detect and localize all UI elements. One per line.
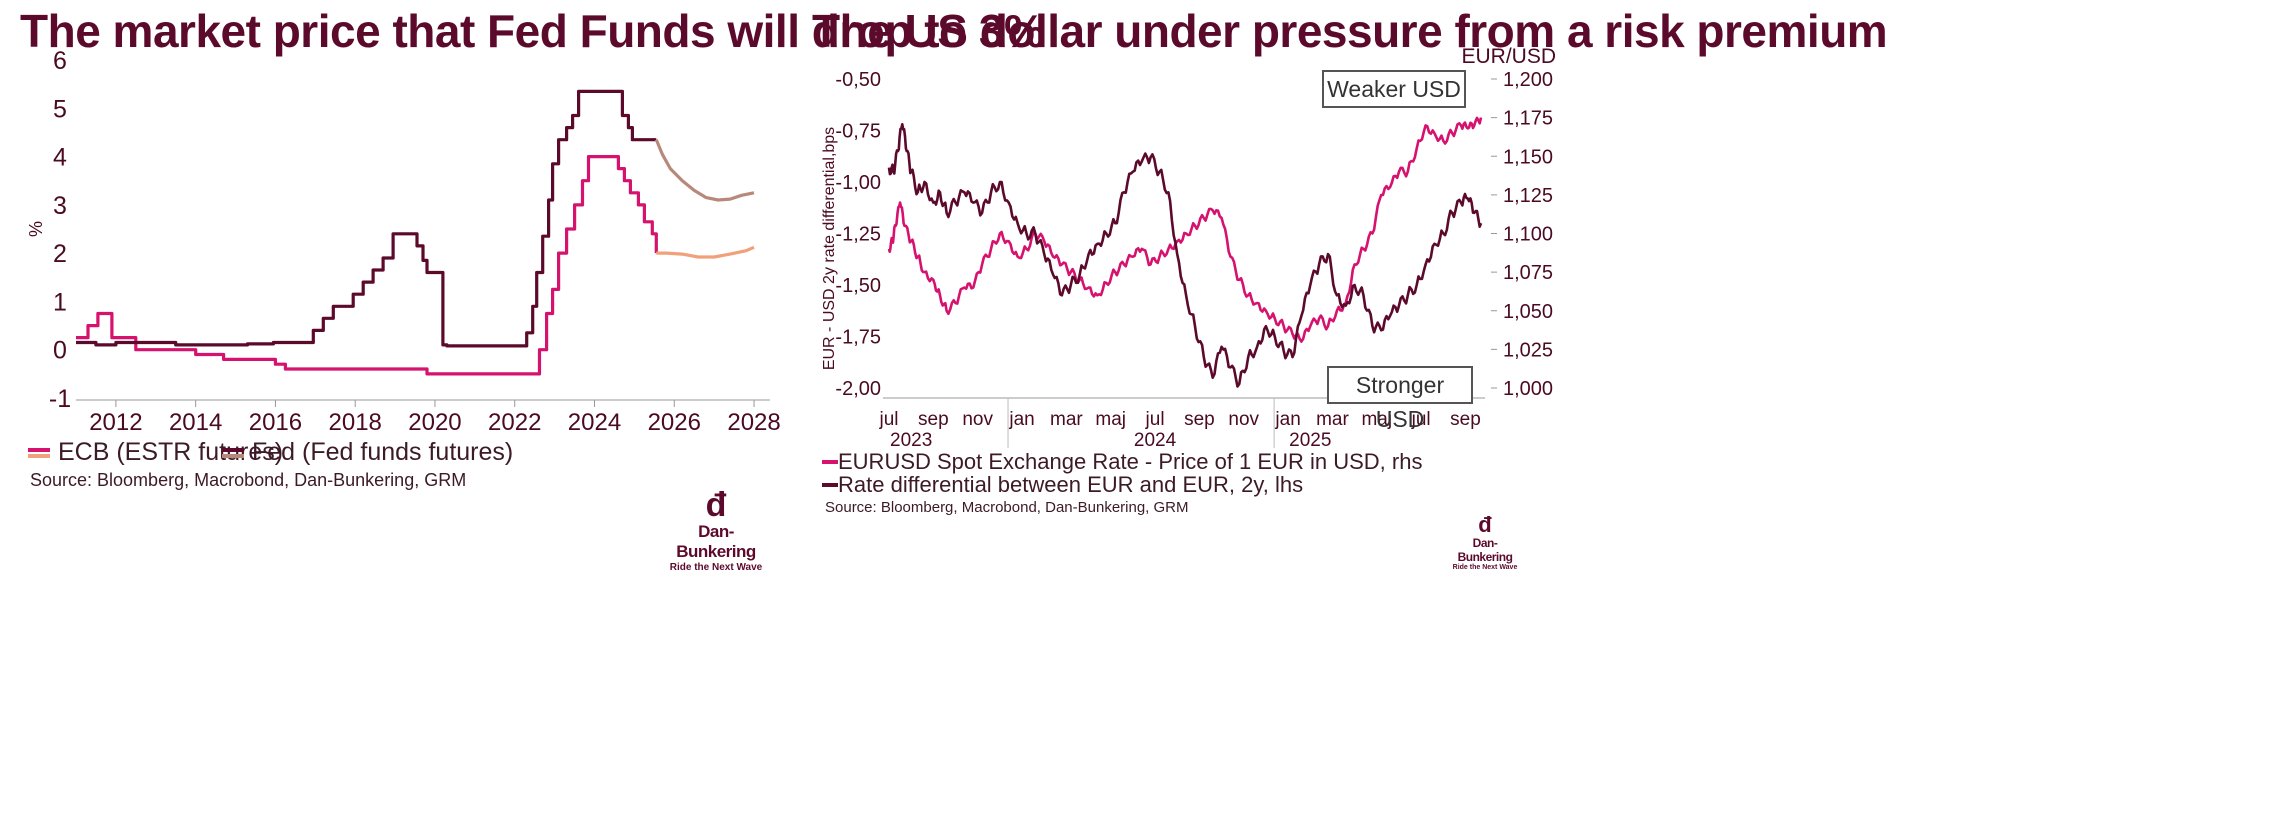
right-y-tick-label: 1,025	[1503, 339, 1553, 361]
logo-brand: Dan-Bunkering	[1457, 536, 1513, 564]
right-legend-eurusd: EURUSD Spot Exchange Rate - Price of 1 E…	[822, 449, 1422, 475]
x-tick-label: mar	[1316, 409, 1349, 430]
dan-bunkering-logo-right: đ Dan-Bunkering Ride the Next Wave	[1450, 512, 1520, 572]
x-tick-label: 2020	[408, 409, 461, 436]
x-tick-label: nov	[962, 409, 993, 430]
x-tick-label: 2016	[249, 409, 302, 436]
x-tick-label: 2024	[568, 409, 621, 436]
series-line-fed-fed-funds-futures-	[76, 89, 657, 348]
right-y-tick-label: 1,000	[1503, 378, 1553, 400]
right-y-axis-title: EUR/USD	[1461, 45, 1556, 68]
series-line-ecb-estr-futures-	[76, 155, 658, 376]
right-y-tick-label: 1,075	[1503, 262, 1553, 284]
y-axis-label: %	[26, 221, 46, 237]
x-tick-label: jul	[1145, 409, 1165, 430]
left-y-tick-label: -0,50	[835, 69, 881, 91]
y-tick-label: 1	[53, 288, 67, 316]
dan-bunkering-logo-left: đ Dan-Bunkering Ride the Next Wave	[660, 488, 772, 573]
x-tick-label: jul	[1411, 409, 1431, 430]
series-line-ecb-estr-futures-forward	[656, 245, 755, 259]
x-tick-label: nov	[1228, 409, 1259, 430]
stronger-usd-label: Stronger USD	[1355, 372, 1445, 432]
right-y-tick-label: 1,150	[1503, 146, 1553, 168]
logo-tagline: Ride the Next Wave	[1452, 564, 1518, 571]
right-y-tick-label: 1,175	[1503, 108, 1553, 130]
ratediff-legend-label: Rate differential between EUR and EUR, 2…	[838, 472, 1304, 497]
x-tick-label: sep	[1450, 409, 1481, 430]
left-y-tick-label: -1,25	[835, 224, 881, 246]
x-tick-label: mar	[1050, 409, 1083, 430]
weaker-usd-label: Weaker USD	[1327, 76, 1461, 102]
x-tick-label: 2028	[727, 409, 780, 436]
logo-brand: Dan-Bunkering	[676, 522, 756, 561]
right-y-tick-label: 1,100	[1503, 224, 1553, 246]
x-tick-label: 2014	[169, 409, 222, 436]
right-axes: -0,50 -0,75 -1,00 -1,25 -1,50 -1,75 -2,00 1,200…	[821, 45, 1556, 451]
left-legend-fed: Fed (Fed funds futures)	[222, 438, 513, 467]
x-tick-label: jan	[1274, 409, 1300, 430]
y-tick-label: 5	[53, 95, 67, 123]
x-tick-label: jul	[878, 409, 898, 430]
eurusd-legend-label: EURUSD Spot Exchange Rate - Price of 1 E…	[838, 449, 1423, 474]
y-tick-label: 2	[53, 240, 67, 268]
y-tick-label: -1	[49, 385, 71, 413]
y-tick-label: 3	[53, 192, 67, 220]
right-y-tick-label: 1,125	[1503, 185, 1553, 207]
stronger-usd-annotation: Stronger USD	[1327, 366, 1473, 432]
left-chart-title: The market price that Fed Funds will dro…	[20, 5, 1045, 57]
ecb-legend-swatch	[28, 447, 50, 459]
ratediff-legend-swatch	[822, 483, 838, 487]
left-y-axis-title: EUR - USD 2y rate differential,bps	[821, 127, 838, 370]
right-y-tick-label: 1,200	[1503, 69, 1553, 91]
fed-legend-swatch	[222, 447, 244, 459]
left-axes: 6 5 4 3 2 1 0 -1% 2012 2014 2016 2018 2020 2022 2024 20…	[26, 47, 781, 436]
right-series	[887, 116, 1483, 388]
right-chart: -0,50 -0,75 -1,00 -1,25 -1,50 -1,75 -2,00 1,200…	[821, 45, 1556, 451]
series-line-eurusd	[887, 116, 1483, 343]
x-tick-label: maj	[1095, 409, 1126, 430]
left-y-tick-label: -2,00	[835, 378, 881, 400]
x-tick-label: 2022	[488, 409, 541, 436]
x-year-label: 2023	[890, 430, 932, 451]
right-y-tick-label: 1,050	[1503, 301, 1553, 323]
right-legend-ratediff: Rate differential between EUR and EUR, 2…	[822, 472, 1303, 498]
y-tick-label: 4	[53, 144, 67, 172]
left-y-tick-label: -1,50	[835, 275, 881, 297]
weaker-usd-annotation: Weaker USD	[1322, 70, 1466, 108]
left-y-tick-label: -1,00	[835, 172, 881, 194]
x-tick-label: 2018	[329, 409, 382, 436]
x-tick-label: jan	[1008, 409, 1034, 430]
anchor-logo-icon: đ	[705, 486, 727, 524]
y-tick-label: 0	[53, 337, 67, 365]
logo-tagline: Ride the Next Wave	[669, 562, 763, 573]
left-source: Source: Bloomberg, Macrobond, Dan-Bunker…	[30, 470, 467, 490]
x-tick-label: maj	[1361, 409, 1392, 430]
series-line-rate-differential	[887, 123, 1483, 388]
fed-legend-label: Fed (Fed funds futures)	[252, 438, 514, 466]
right-chart-title: The US dollar under pressure from a risk…	[812, 5, 1888, 57]
x-tick-label: 2012	[89, 409, 142, 436]
x-tick-label: sep	[1184, 409, 1215, 430]
x-tick-label: 2026	[648, 409, 701, 436]
left-y-tick-label: -0,75	[835, 121, 881, 143]
left-legend-ecb: ECB (ESTR futures)	[28, 438, 283, 467]
x-year-label: 2024	[1134, 430, 1177, 451]
x-tick-label: sep	[918, 409, 949, 430]
left-y-tick-label: -1,75	[835, 327, 881, 349]
left-series	[76, 89, 755, 376]
left-chart: 6 5 4 3 2 1 0 -1% 2012 2014 2016 2018 2020 2022 2024 20…	[26, 47, 781, 436]
series-line-fed-fed-funds-futures-forward	[654, 139, 755, 202]
right-source: Source: Bloomberg, Macrobond, Dan-Bunker…	[825, 499, 1189, 516]
anchor-logo-icon: đ	[1478, 512, 1492, 537]
y-tick-label: 6	[53, 47, 67, 75]
ecb-legend-label: ECB (ESTR futures)	[58, 438, 284, 466]
eurusd-legend-swatch	[822, 460, 838, 464]
x-year-label: 2025	[1289, 430, 1331, 451]
